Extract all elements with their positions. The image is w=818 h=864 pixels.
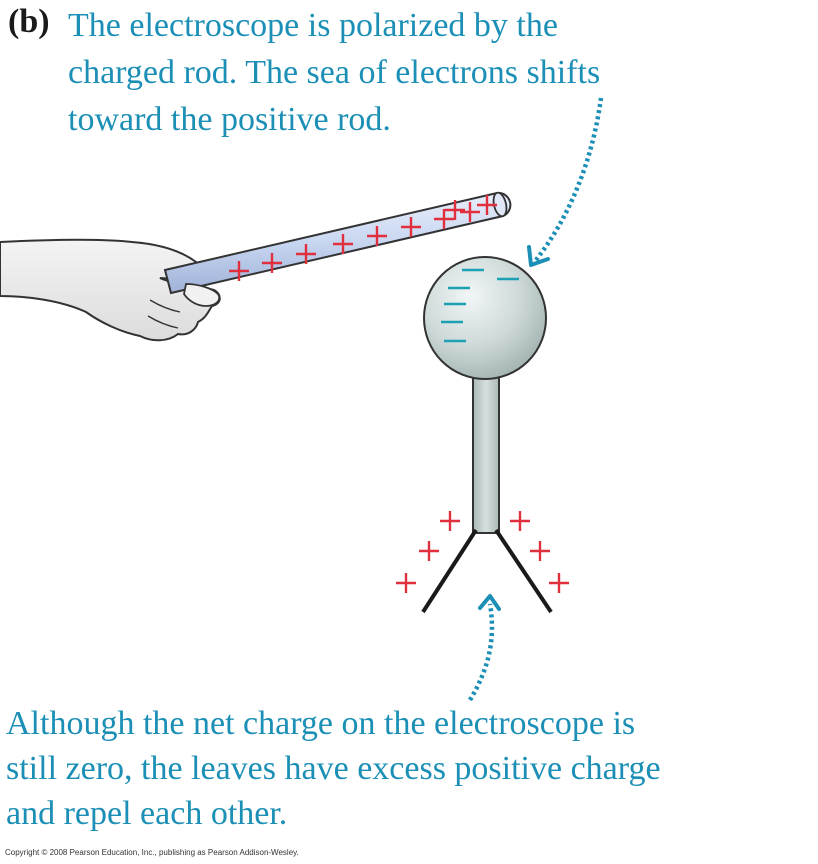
top-caption-line: toward the positive rod.	[68, 101, 391, 138]
sphere-charges	[441, 268, 519, 343]
rod-plus-charge	[296, 244, 316, 264]
bottom-pointer-arrow	[468, 594, 501, 702]
electroscope	[421, 256, 553, 614]
left-leaf	[421, 528, 478, 614]
top-caption-line: The electroscope is polarized by the	[68, 7, 558, 44]
rod-charges	[229, 195, 497, 281]
bottom-caption-line: Although the net charge on the electrosc…	[6, 705, 636, 742]
bottom-caption-line: still zero, the leaves have excess posit…	[6, 750, 661, 787]
copyright-notice: Copyright © 2008 Pearson Education, Inc.…	[5, 848, 299, 857]
right-leaf-plus-charge	[510, 511, 530, 531]
rod-plus-charge	[401, 217, 421, 237]
bottom-caption: Although the net charge on the electrosc…	[6, 701, 818, 836]
electroscope-stem	[472, 374, 500, 534]
rod-plus-charge	[434, 209, 454, 229]
left-leaf-plus-charge	[419, 541, 439, 561]
panel-label: (b)	[8, 3, 50, 40]
top-caption: The electroscope is polarized by the cha…	[68, 2, 768, 143]
right-leaf	[494, 528, 553, 614]
rod-plus-charge	[367, 226, 387, 246]
right-leaf-plus-charge	[530, 541, 550, 561]
left-leaf-plus-charge	[396, 573, 416, 593]
top-caption-line: charged rod. The sea of electrons shifts	[68, 54, 601, 91]
rod-plus-charge	[477, 195, 497, 215]
rod-plus-charge	[333, 234, 353, 254]
rod-plus-charge	[229, 261, 249, 281]
top-pointer-arrow	[527, 97, 604, 267]
electroscope-sphere	[423, 256, 547, 380]
leaf-charges	[396, 511, 569, 593]
bottom-caption-line: and repel each other.	[6, 795, 288, 832]
rod-plus-charge	[445, 200, 465, 220]
rod-plus-charge	[460, 202, 480, 222]
rod-plus-charge	[262, 253, 282, 273]
left-leaf-plus-charge	[440, 511, 460, 531]
right-leaf-plus-charge	[549, 573, 569, 593]
